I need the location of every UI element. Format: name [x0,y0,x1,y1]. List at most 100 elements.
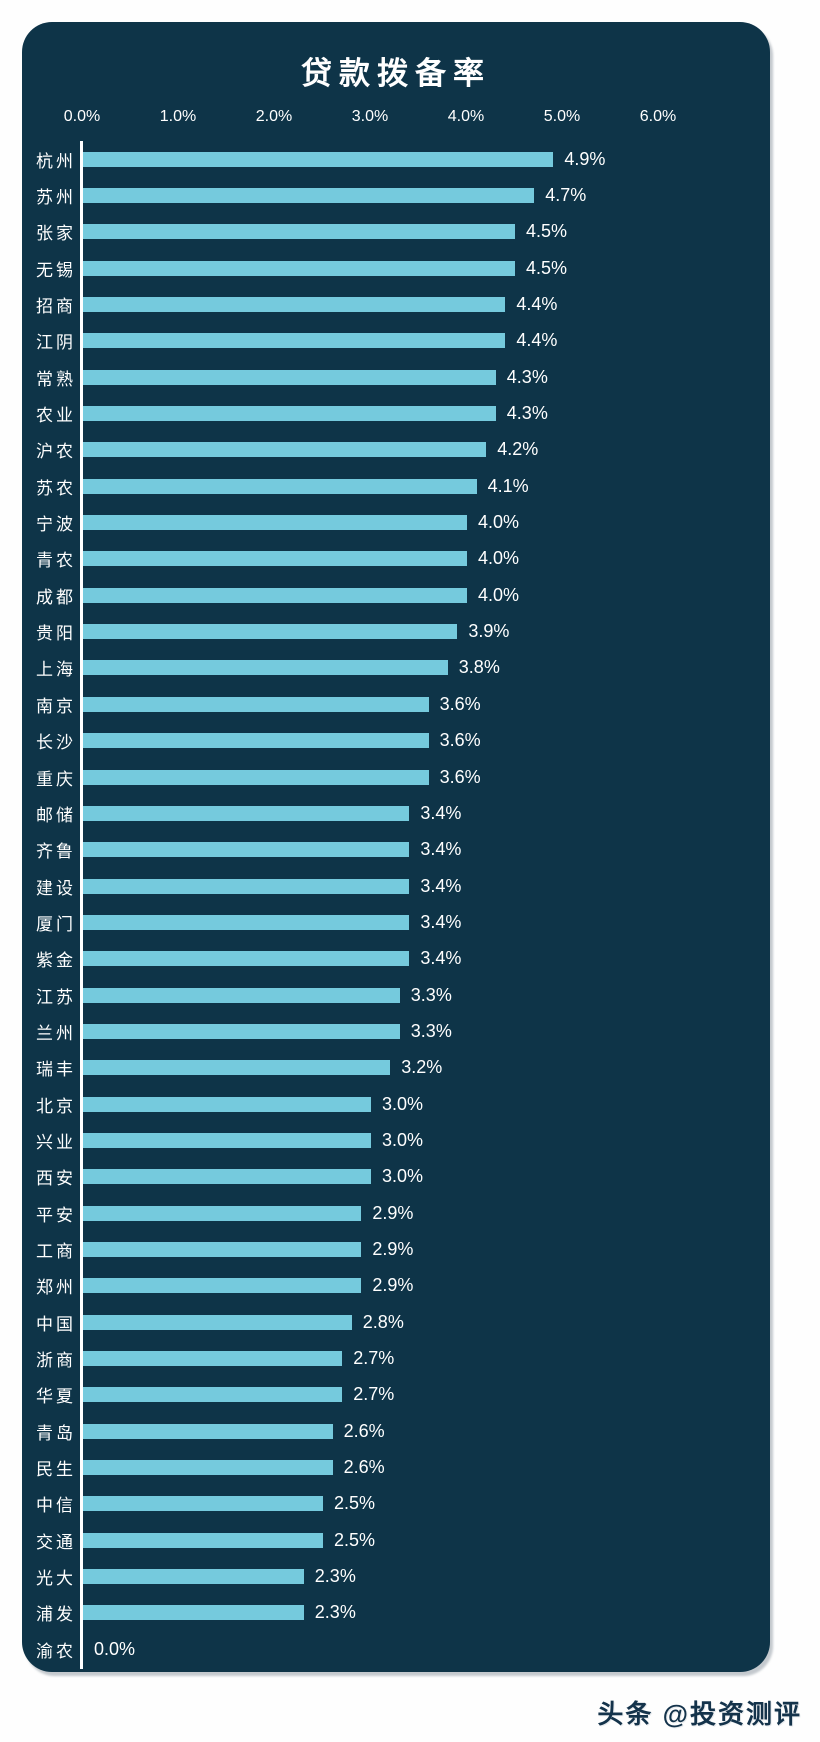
bar [83,914,410,930]
bar-value-label: 4.3% [506,403,548,424]
bank-name-label: 招商 [36,297,76,317]
table-row: 兰州 3.3% [22,1013,770,1049]
bar [83,696,429,712]
table-row: 西安 3.0% [22,1159,770,1195]
bar [83,260,515,276]
bar-track: 2.9% [83,1203,770,1224]
bank-name-label: 平安 [36,1205,76,1225]
table-row: 常熟 4.3% [22,359,770,395]
bank-name-label: 郑州 [36,1278,76,1298]
bar [83,878,410,894]
bar-track: 4.7% [83,185,770,206]
bar-value-label: 2.9% [372,1275,414,1296]
bar-value-label: 3.0% [382,1093,424,1114]
table-row: 农业 4.3% [22,395,770,431]
bar-track: 3.2% [83,1057,770,1078]
table-row: 青岛 2.6% [22,1413,770,1449]
bar-track: 2.3% [83,1602,770,1623]
bank-name-label: 宁波 [36,515,76,535]
bar-value-label: 2.3% [314,1602,356,1623]
bar-track: 4.0% [83,548,770,569]
table-row: 重庆 3.6% [22,759,770,795]
bank-name-label: 长沙 [36,733,76,753]
bank-name-label: 苏州 [36,188,76,208]
bar [83,1605,304,1621]
bank-name-label: 渝农 [36,1641,76,1661]
bank-name-label: 北京 [36,1096,76,1116]
bar-value-label: 2.9% [372,1202,414,1223]
table-row: 浙商 2.7% [22,1340,770,1376]
bank-name-label: 光大 [36,1569,76,1589]
table-row: 无锡 4.5% [22,250,770,286]
table-row: 工商 2.9% [22,1231,770,1267]
bar-track: 3.3% [83,985,770,1006]
bank-name-label: 农业 [36,406,76,426]
bar [83,1532,323,1548]
bar-track: 2.9% [83,1275,770,1296]
bank-name-label: 南京 [36,696,76,716]
bar-value-label: 0.0% [94,1638,136,1659]
table-row: 兴业 3.0% [22,1122,770,1158]
bank-name-label: 兰州 [36,1023,76,1043]
bank-name-label: 杭州 [36,151,76,171]
table-row: 青农 4.0% [22,541,770,577]
table-row: 平安 2.9% [22,1195,770,1231]
bar [83,805,410,821]
table-row: 苏农 4.1% [22,468,770,504]
bar [83,769,429,785]
bar-track: 4.5% [83,258,770,279]
bar-value-label: 2.6% [343,1457,385,1478]
bank-name-label: 苏农 [36,478,76,498]
bank-name-label: 上海 [36,660,76,680]
bar [83,624,458,640]
x-axis: 0.0% 1.0% 2.0% 3.0% 4.0% 5.0% 6.0% [64,108,676,130]
bar-value-label: 4.7% [545,185,587,206]
bar [83,1460,333,1476]
x-tick-label: 4.0% [447,108,485,125]
bar-value-label: 3.4% [420,911,462,932]
bar-track: 3.4% [83,839,770,860]
bar-value-label: 4.5% [526,257,568,278]
bar-track: 2.8% [83,1312,770,1333]
table-row: 民生 2.6% [22,1449,770,1485]
table-row: 杭州 4.9% [22,141,770,177]
bank-name-label: 建设 [36,878,76,898]
bar-value-label: 2.9% [372,1238,414,1259]
bar [83,1569,304,1585]
bank-name-label: 江苏 [36,987,76,1007]
bar-track: 3.4% [83,876,770,897]
bar-value-label: 3.3% [410,984,452,1005]
bar [83,1278,362,1294]
bar-track: 4.9% [83,149,770,170]
bank-name-label: 无锡 [36,260,76,280]
bar-track: 3.0% [83,1130,770,1151]
bar-value-label: 3.9% [468,621,510,642]
table-row: 华夏 2.7% [22,1377,770,1413]
bar-value-label: 3.4% [420,802,462,823]
bar-value-label: 3.4% [420,875,462,896]
bank-name-label: 常熟 [36,369,76,389]
bar [83,1205,362,1221]
bar-value-label: 3.6% [439,766,481,787]
bar-value-label: 2.5% [334,1529,376,1550]
bar-track: 3.0% [83,1094,770,1115]
bank-name-label: 青农 [36,551,76,571]
bank-name-label: 紫金 [36,951,76,971]
bar [83,333,506,349]
bar-track: 3.0% [83,1166,770,1187]
bar-value-label: 4.3% [506,366,548,387]
table-row: 江阴 4.4% [22,323,770,359]
table-row: 光大 2.3% [22,1558,770,1594]
bar-track: 3.6% [83,694,770,715]
bank-name-label: 交通 [36,1532,76,1552]
table-row: 渝农 0.0% [22,1631,770,1667]
bar-track: 2.9% [83,1239,770,1260]
bar-value-label: 2.3% [314,1566,356,1587]
bar [83,842,410,858]
bar-value-label: 2.5% [334,1493,376,1514]
table-row: 苏州 4.7% [22,177,770,213]
bar [83,1351,343,1367]
bar-value-label: 2.6% [343,1420,385,1441]
bank-name-label: 西安 [36,1169,76,1189]
